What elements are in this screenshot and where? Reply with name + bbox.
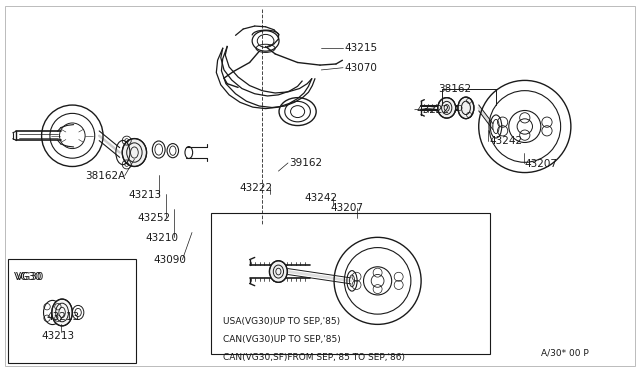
Bar: [8, 259, 136, 363]
Text: USA(VG30)UP TO SEP,'85): USA(VG30)UP TO SEP,'85): [223, 317, 340, 326]
Ellipse shape: [269, 261, 287, 282]
Text: 38162: 38162: [438, 84, 472, 94]
Text: 43215: 43215: [344, 43, 378, 52]
Text: 43252: 43252: [138, 213, 171, 222]
Text: 43213: 43213: [47, 312, 80, 322]
Ellipse shape: [458, 97, 474, 119]
Ellipse shape: [438, 98, 456, 118]
Ellipse shape: [122, 139, 147, 167]
Ellipse shape: [52, 299, 72, 326]
Text: 39162: 39162: [289, 158, 323, 168]
Text: 43207: 43207: [330, 203, 364, 213]
Text: 43222: 43222: [416, 106, 449, 115]
Text: 43242: 43242: [305, 193, 338, 203]
Text: CAN(VG30,SF)FROM SEP,'85 TO SEP,'86): CAN(VG30,SF)FROM SEP,'85 TO SEP,'86): [223, 353, 404, 362]
Text: 43207: 43207: [525, 159, 558, 169]
Text: 38162A: 38162A: [85, 171, 125, 181]
Text: 43213: 43213: [128, 190, 161, 200]
Text: 43213: 43213: [42, 331, 75, 340]
Text: CAN(VG30)UP TO SEP,'85): CAN(VG30)UP TO SEP,'85): [223, 335, 340, 344]
Text: VG30: VG30: [14, 272, 42, 282]
Text: 43222: 43222: [239, 183, 273, 193]
Bar: [211, 213, 490, 354]
Text: A/30* 00 P: A/30* 00 P: [541, 349, 589, 358]
Text: 43090: 43090: [154, 256, 186, 265]
Text: 43070: 43070: [344, 63, 377, 73]
Text: 43210: 43210: [146, 233, 179, 243]
Text: 43242: 43242: [489, 136, 522, 145]
Text: VG30: VG30: [16, 272, 44, 282]
